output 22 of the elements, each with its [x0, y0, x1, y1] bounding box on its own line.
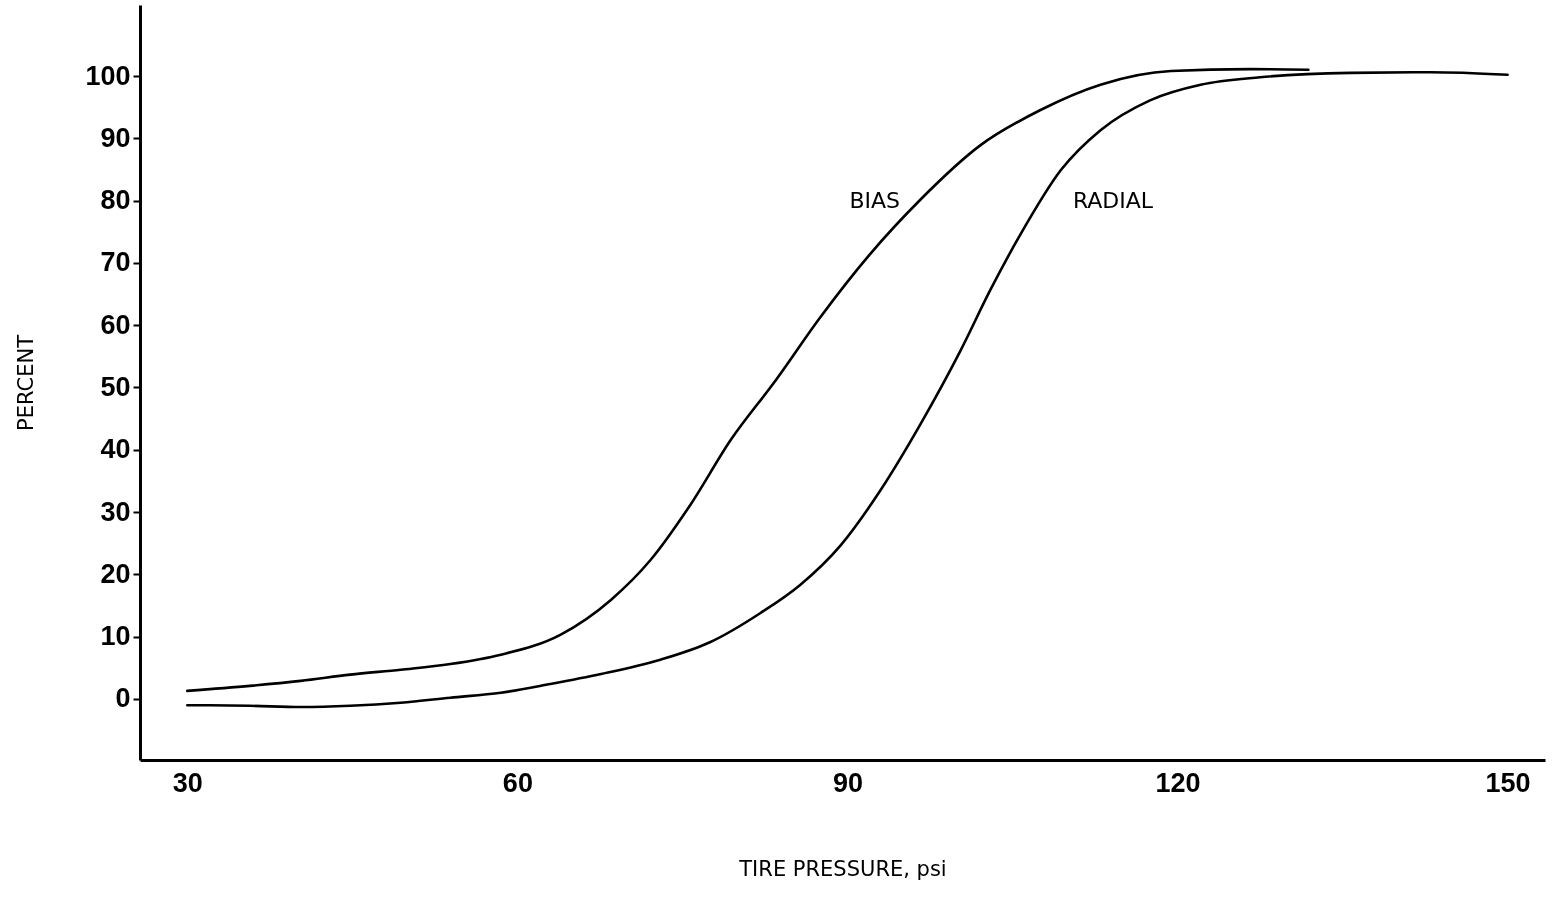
x-tick-label: 30: [172, 767, 203, 798]
x-axis-title: TIRE PRESSURE, psi: [738, 856, 947, 881]
y-tick-label: 70: [100, 247, 131, 278]
x-tick-label: 60: [502, 767, 533, 798]
y-tick-label: 60: [100, 309, 131, 340]
line-series: [186, 70, 1509, 709]
y-tick-label: 80: [100, 185, 131, 216]
y-tick-label: 0: [115, 683, 131, 714]
series-label: RADIAL: [1072, 187, 1154, 213]
y-tick-label: 100: [85, 60, 131, 91]
x-tick-label: 120: [1155, 767, 1201, 798]
series-label: BIAS: [849, 187, 901, 213]
y-tick-label: 50: [100, 371, 131, 402]
y-tick-label: 40: [100, 434, 131, 465]
x-tick-label: 90: [832, 767, 863, 798]
y-tick-label: 30: [100, 496, 131, 527]
y-tick-label: 10: [100, 621, 131, 652]
line-series: [186, 67, 1310, 693]
y-axis-title: PERCENT: [14, 334, 39, 431]
x-tick-label: 150: [1485, 767, 1531, 798]
y-tick-label: 90: [100, 122, 131, 153]
y-tick-label: 20: [100, 558, 131, 589]
